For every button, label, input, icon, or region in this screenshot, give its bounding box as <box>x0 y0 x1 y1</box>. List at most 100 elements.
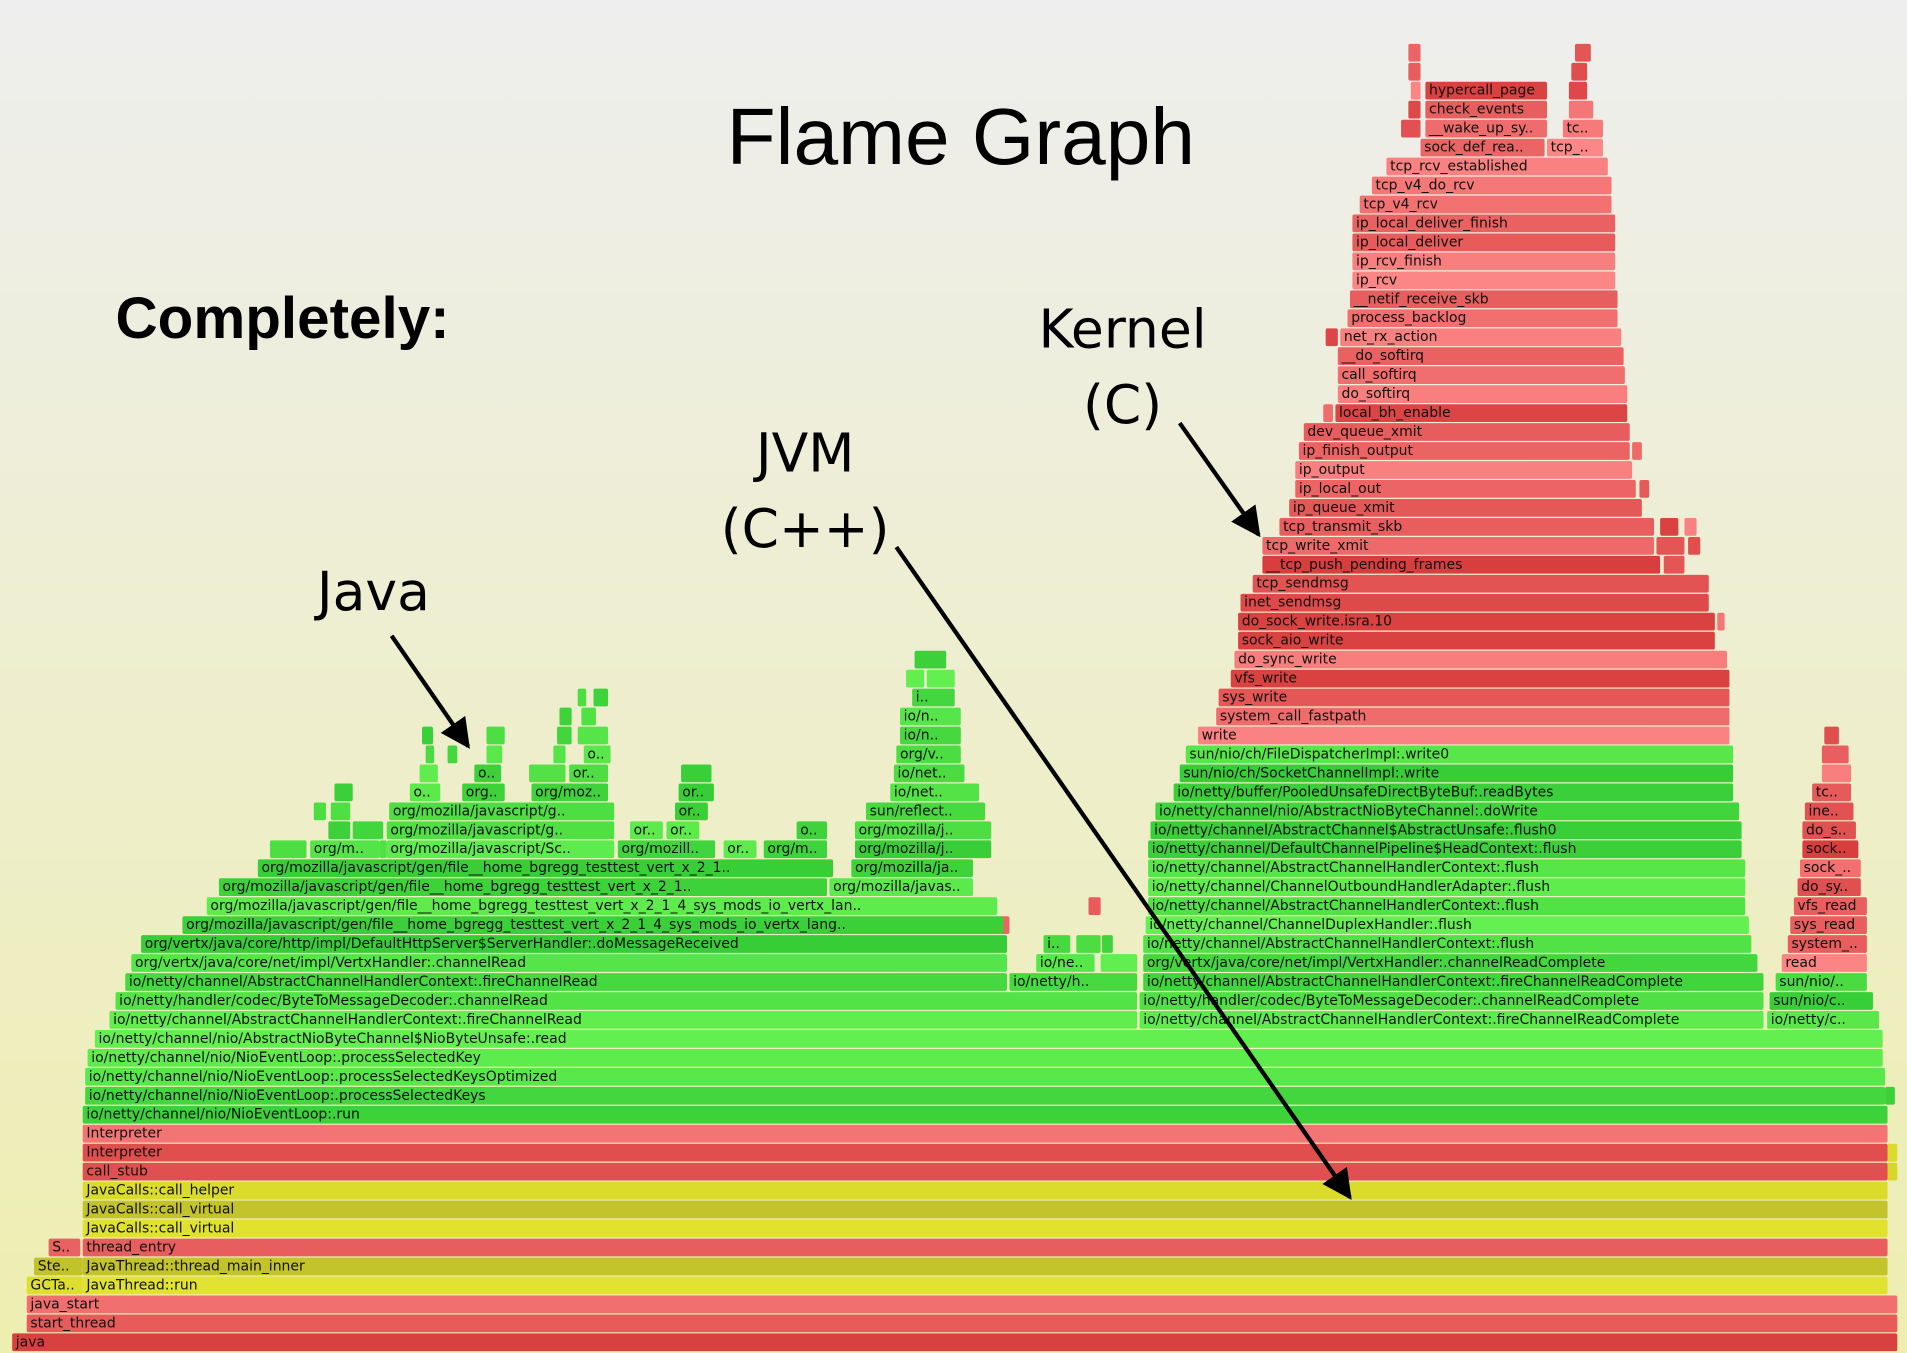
frame <box>557 726 572 745</box>
frame <box>1408 43 1421 62</box>
frame <box>1568 81 1588 100</box>
frame <box>1824 726 1839 745</box>
frame-label: ip_rcv <box>1356 272 1397 288</box>
frame <box>1568 100 1594 119</box>
frame-label: org/mozilla/javas.. <box>833 879 960 895</box>
frame <box>1009 973 1138 991</box>
frame <box>1036 954 1095 972</box>
frame <box>1688 536 1701 555</box>
frame <box>141 935 1008 953</box>
frame-label: Interpreter <box>86 1145 162 1161</box>
frame-label: Ste.. <box>38 1258 70 1274</box>
frame <box>82 1162 1888 1181</box>
frame-label: do_sock_write.isra.10 <box>1242 614 1392 630</box>
annotation: Kernel <box>1038 298 1206 361</box>
frame-label: io/netty/channel/nio/AbstractNioByteChan… <box>99 1031 567 1047</box>
frame-label: JavaThread::thread_main_inner <box>85 1258 305 1274</box>
frame <box>257 859 834 878</box>
frame-label: io/netty/channel/AbstractChannelHandlerC… <box>1143 1012 1679 1028</box>
frame <box>386 840 615 859</box>
frame <box>1410 81 1421 100</box>
frame <box>1043 935 1071 953</box>
frame-label: __netif_receive_skb <box>1353 291 1489 307</box>
frame <box>1797 878 1861 897</box>
frame <box>1240 593 1709 612</box>
frame-label: net_rx_action <box>1344 329 1438 345</box>
arrow <box>389 634 470 749</box>
frame-label: io/netty/channel/AbstractChannelHandlerC… <box>1147 936 1534 952</box>
frame-label: o.. <box>587 746 604 762</box>
frame <box>352 821 384 840</box>
frame-label: or.. <box>634 822 656 838</box>
frame <box>269 840 307 859</box>
frame <box>899 726 961 745</box>
frame-label: tcp_write_xmit <box>1266 538 1369 554</box>
frame <box>386 821 615 840</box>
frame <box>1799 859 1861 878</box>
frame <box>553 745 566 764</box>
frame-label: tcp_.. <box>1551 140 1589 156</box>
frame <box>82 1238 1888 1257</box>
frame <box>1289 499 1642 517</box>
frame-label: read <box>1785 955 1816 971</box>
frame-label: S.. <box>52 1239 70 1255</box>
frame-label: io/netty/channel/AbstractChannelHandlerC… <box>1152 860 1539 876</box>
frame <box>334 783 353 802</box>
frame-label: sun/nio/ch/SocketChannelImpl:.write <box>1183 765 1439 781</box>
frame <box>82 1257 1888 1276</box>
frame-label: io/netty/channel/nio/NioEventLoop:.proce… <box>91 1050 481 1066</box>
frame <box>1347 309 1618 328</box>
frame <box>1298 442 1630 460</box>
frame <box>313 802 326 821</box>
frame <box>1279 517 1655 536</box>
frame <box>1197 726 1730 745</box>
frame <box>531 783 609 802</box>
frame <box>1386 157 1608 176</box>
frame <box>1337 347 1624 366</box>
title: Flame Graph <box>727 92 1195 182</box>
frame <box>1684 517 1697 536</box>
frame <box>581 707 596 726</box>
frame-label: ip_local_deliver <box>1356 234 1463 250</box>
frame <box>1150 821 1742 840</box>
frame-label: GCTa.. <box>30 1277 74 1293</box>
frame <box>1352 252 1616 271</box>
frame <box>1359 195 1612 214</box>
frame <box>1775 973 1867 991</box>
frame <box>109 1011 1138 1029</box>
frame-label: tcp_rcv_established <box>1390 159 1528 175</box>
frame-label: sock_.. <box>1804 860 1851 876</box>
heading: Completely: <box>116 286 450 351</box>
frame-label: io/netty/channel/AbstractChannel$Abstrac… <box>1154 822 1556 838</box>
frame-label: org/mozilla/j.. <box>859 841 954 857</box>
frame-label: sock.. <box>1806 841 1846 857</box>
frame-label: io/netty/handler/codec/ByteToMessageDeco… <box>1143 993 1639 1009</box>
frame-label: org/mozilla/javascript/gen/file__home_bg… <box>261 860 730 876</box>
frame <box>1574 43 1591 62</box>
frame <box>1352 214 1616 233</box>
frame <box>1295 461 1633 479</box>
frame <box>1148 859 1746 878</box>
frame-label: do_softirq <box>1341 386 1410 402</box>
frame-label: org/v.. <box>900 746 944 762</box>
frame-label: org/mozilla/ja.. <box>855 860 958 876</box>
frame <box>1335 404 1628 422</box>
frame <box>1325 328 1338 347</box>
frame <box>1804 802 1854 821</box>
frame <box>1547 138 1603 157</box>
frame-label: org/mozilla/javascript/Sc.. <box>390 841 570 857</box>
frame <box>1371 176 1612 195</box>
frame <box>82 1276 1888 1295</box>
frame <box>1262 536 1655 555</box>
frame <box>1262 555 1661 574</box>
frame-label: __wake_up_sy.. <box>1428 121 1533 137</box>
frame-label: io/net.. <box>894 784 943 800</box>
frame <box>1155 802 1740 821</box>
frame <box>674 802 708 821</box>
frame <box>1790 916 1867 934</box>
frame-label: dev_queue_xmit <box>1307 424 1422 440</box>
frame <box>723 840 757 859</box>
frame <box>82 1181 1888 1200</box>
frame <box>1887 1143 1898 1162</box>
frame-label: __tcp_push_pending_frames <box>1265 557 1462 573</box>
